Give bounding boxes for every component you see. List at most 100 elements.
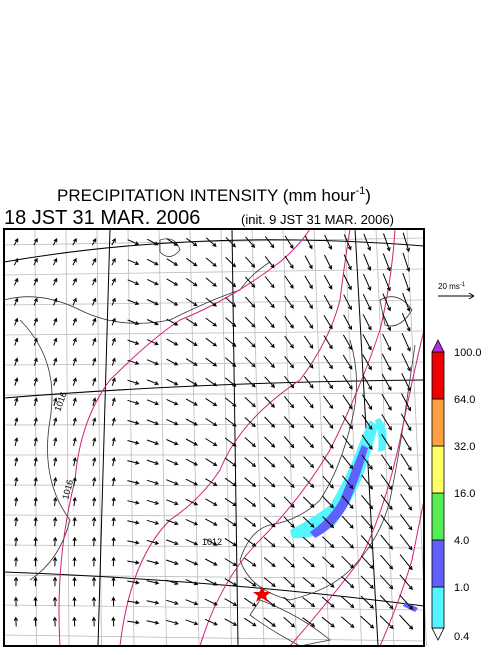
wind-arrow xyxy=(304,255,313,270)
wind-arrow xyxy=(224,497,237,507)
grid-line xyxy=(3,514,425,518)
wind-arrow xyxy=(264,456,276,468)
wind-arrow xyxy=(92,317,97,326)
wind-arrow xyxy=(127,259,140,266)
wind-arrow xyxy=(166,338,179,346)
wind-arrow xyxy=(185,559,199,566)
wind-arrow xyxy=(341,555,355,569)
wind-arrow xyxy=(185,358,198,366)
wind-arrow xyxy=(127,440,140,445)
wind-arrow xyxy=(360,615,375,629)
wind-arrow xyxy=(72,516,77,527)
wind-arrow xyxy=(224,558,238,567)
wind-arrow xyxy=(244,557,257,567)
wind-arrow xyxy=(111,616,116,627)
wind-arrow xyxy=(402,272,411,292)
wind-arrow xyxy=(72,277,77,286)
wind-arrow xyxy=(13,257,19,266)
grid-line xyxy=(220,228,232,647)
wind-arrow xyxy=(146,419,160,426)
wind-arrow xyxy=(111,536,116,547)
wind-arrow xyxy=(14,357,19,366)
wind-arrow xyxy=(186,257,198,267)
wind-arrow xyxy=(166,599,179,605)
wind-arrow xyxy=(166,378,179,386)
wind-arrow xyxy=(224,517,237,527)
vector-scale: 20 ms-1 xyxy=(438,282,475,300)
wind-arrow xyxy=(204,598,218,606)
wind-arrow xyxy=(361,474,373,490)
wind-arrow xyxy=(166,499,179,506)
wind-arrow xyxy=(166,398,179,406)
wind-arrow xyxy=(53,377,58,386)
wind-arrow xyxy=(361,434,373,450)
map-area: 1016 1016 1012 xyxy=(3,228,427,647)
wind-arrow xyxy=(343,274,352,291)
wind-arrow xyxy=(13,576,19,587)
wind-arrow xyxy=(127,379,140,385)
wind-arrow xyxy=(127,540,140,545)
wind-arrow xyxy=(399,534,413,551)
wind-arrow xyxy=(225,297,237,308)
wind-arrow xyxy=(264,356,275,369)
wind-arrow xyxy=(399,614,414,630)
wind-arrow xyxy=(185,478,199,486)
wind-arrow xyxy=(402,292,411,312)
wind-arrow xyxy=(401,373,411,392)
wind-arrow xyxy=(379,595,394,610)
wind-arrow xyxy=(284,335,294,349)
wind-arrow xyxy=(186,277,198,287)
wind-arrow xyxy=(245,256,256,268)
wind-arrow xyxy=(283,516,295,528)
wind-arrow xyxy=(33,377,38,386)
wind-arrow xyxy=(33,516,38,527)
wind-arrow xyxy=(91,516,97,527)
wind-arrow xyxy=(92,297,97,306)
grid-line xyxy=(65,228,70,647)
wind-arrow xyxy=(401,313,411,332)
wind-arrow xyxy=(146,600,160,605)
wind-arrow xyxy=(284,235,294,249)
wind-arrow xyxy=(185,338,198,346)
wind-arrow xyxy=(204,578,218,586)
wind-arrow xyxy=(146,459,160,465)
wind-arrow xyxy=(304,315,314,329)
wind-arrow xyxy=(92,496,97,507)
wind-arrow xyxy=(382,293,391,312)
wind-arrow xyxy=(360,595,374,609)
wind-arrow xyxy=(244,617,257,627)
wind-arrow xyxy=(53,437,58,447)
wind-arrow xyxy=(185,318,198,326)
isobar xyxy=(199,228,396,647)
wind-arrow xyxy=(72,377,77,386)
wind-arrow xyxy=(127,480,140,485)
wind-arrow xyxy=(264,236,275,249)
wind-arrow xyxy=(283,536,295,548)
wind-arrow xyxy=(13,237,19,246)
colorbar-segment xyxy=(431,492,445,541)
wind-arrow xyxy=(205,337,218,347)
colorbar-segment xyxy=(431,539,445,588)
wind-arrow xyxy=(245,236,256,248)
wind-arrow xyxy=(224,417,237,427)
wind-arrow xyxy=(341,515,354,529)
wind-arrow xyxy=(33,556,38,567)
wind-arrow xyxy=(400,413,412,432)
wind-arrow xyxy=(302,597,316,608)
wind-arrow xyxy=(166,579,179,585)
wind-arrow xyxy=(263,537,276,548)
wind-arrow xyxy=(340,616,355,628)
wind-arrow xyxy=(224,578,238,586)
wind-arrow xyxy=(244,517,257,527)
wind-arrow xyxy=(91,576,97,587)
wind-arrow xyxy=(362,334,372,351)
wind-arrow xyxy=(33,496,38,507)
wind-arrow xyxy=(72,237,77,246)
wind-arrow xyxy=(302,536,315,548)
wind-arrow xyxy=(224,437,237,447)
wind-arrow xyxy=(224,377,237,387)
wind-arrow xyxy=(166,358,179,366)
wind-arrow xyxy=(185,418,198,426)
wind-arrow xyxy=(127,399,140,405)
wind-arrow xyxy=(127,460,140,465)
